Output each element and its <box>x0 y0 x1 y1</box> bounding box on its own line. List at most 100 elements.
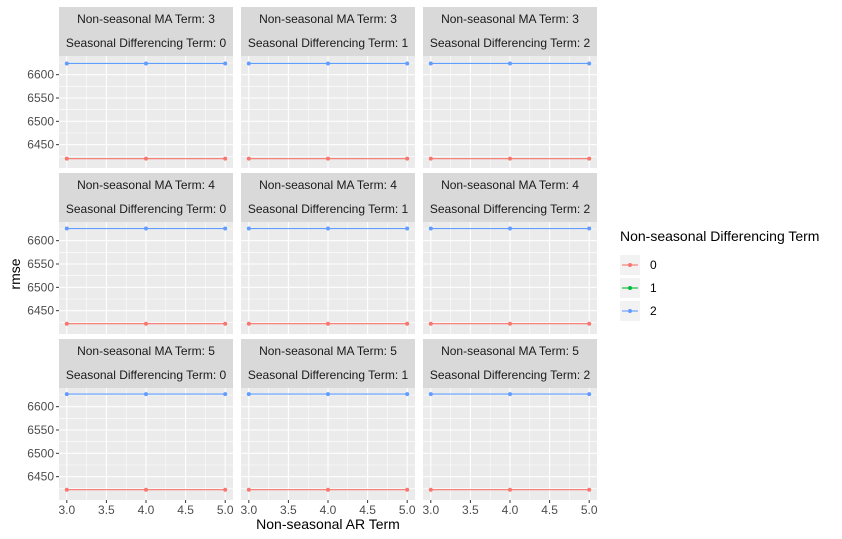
facet-col-label: Seasonal Differencing Term: 1 <box>248 368 409 382</box>
x-tick-label: 3.5 <box>462 503 479 517</box>
data-point-0 <box>326 321 330 326</box>
legend: Non-seasonal Differencing Term 0 1 2 <box>620 228 819 321</box>
legend-label: 2 <box>650 304 657 318</box>
y-tick-label: 6500 <box>27 446 54 460</box>
data-point-2 <box>508 226 512 231</box>
facet-col-label: Seasonal Differencing Term: 0 <box>66 368 227 382</box>
facet-strip <box>423 339 597 388</box>
facet-row-label: Non-seasonal MA Term: 4 <box>77 178 215 192</box>
data-point-2 <box>405 61 410 66</box>
data-point-0 <box>405 487 410 492</box>
data-point-0 <box>508 487 512 492</box>
facet-col-label: Seasonal Differencing Term: 2 <box>430 202 591 216</box>
facet-col-label: Seasonal Differencing Term: 1 <box>248 202 409 216</box>
data-point-2 <box>246 226 251 231</box>
data-point-2 <box>405 392 410 397</box>
data-point-0 <box>64 321 69 326</box>
data-point-2 <box>428 61 433 66</box>
x-tick-label: 5.0 <box>217 503 234 517</box>
data-point-2 <box>246 392 251 397</box>
data-point-0 <box>326 487 330 492</box>
y-tick-label: 6550 <box>27 91 54 105</box>
data-point-2 <box>223 61 228 66</box>
data-point-0 <box>587 156 592 161</box>
data-point-0 <box>64 487 69 492</box>
y-axes: 6450 6500 6550 6600 6450 6500 6550 6600 6450 6500… <box>27 68 59 484</box>
y-tick-label: 6600 <box>27 68 54 82</box>
data-point-0 <box>223 156 228 161</box>
y-tick-label: 6550 <box>27 257 54 271</box>
x-tick-label: 4.0 <box>138 503 155 517</box>
y-tick-label: 6600 <box>27 400 54 414</box>
data-point-0 <box>428 487 433 492</box>
facet-panel: Non-seasonal MA Term: 5 Seasonal Differen… <box>241 339 415 500</box>
data-point-2 <box>326 226 330 231</box>
legend-key-point <box>628 263 632 267</box>
facet-col-label: Seasonal Differencing Term: 0 <box>66 202 227 216</box>
x-tick-label: 5.0 <box>399 503 416 517</box>
data-point-2 <box>405 226 410 231</box>
y-tick-label: 6450 <box>27 470 54 484</box>
x-tick-label: 3.0 <box>58 503 75 517</box>
x-tick-label: 3.0 <box>240 503 257 517</box>
data-point-0 <box>508 156 512 161</box>
facet-col-label: Seasonal Differencing Term: 1 <box>248 36 409 50</box>
x-tick-label: 4.5 <box>359 503 376 517</box>
x-axis: 3.0 3.5 4.0 4.5 5.0 3.0 3.5 4.0 4.5 5.0 3.0 3.5 4.0 4… <box>58 500 598 517</box>
data-point-2 <box>587 226 592 231</box>
x-tick-label: 3.5 <box>280 503 297 517</box>
y-tick-label: 6600 <box>27 234 54 248</box>
facet-col-label: Seasonal Differencing Term: 2 <box>430 368 591 382</box>
data-point-2 <box>587 61 592 66</box>
facet-strip <box>241 339 415 388</box>
data-point-2 <box>144 226 148 231</box>
data-point-0 <box>326 156 330 161</box>
data-point-2 <box>508 392 512 397</box>
facet-row-label: Non-seasonal MA Term: 3 <box>441 12 579 26</box>
data-point-0 <box>587 487 592 492</box>
facet-panel: Non-seasonal MA Term: 5 Seasonal Differen… <box>423 339 597 500</box>
data-point-0 <box>246 487 251 492</box>
x-axis-label: Non-seasonal AR Term <box>256 516 400 532</box>
y-tick-label: 6450 <box>27 304 54 318</box>
facet-row-label: Non-seasonal MA Term: 3 <box>77 12 215 26</box>
data-point-2 <box>326 392 330 397</box>
facet-strip <box>59 339 233 388</box>
data-point-2 <box>144 392 148 397</box>
legend-entry: 1 <box>620 278 657 298</box>
data-point-0 <box>587 321 592 326</box>
facet-panel: Non-seasonal MA Term: 4 Seasonal Differen… <box>241 173 415 334</box>
facet-strip <box>241 173 415 222</box>
data-point-2 <box>428 392 433 397</box>
data-point-2 <box>428 226 433 231</box>
legend-entry: 0 <box>620 255 657 275</box>
x-tick-label: 4.5 <box>541 503 558 517</box>
facet-row-label: Non-seasonal MA Term: 5 <box>441 344 579 358</box>
data-point-0 <box>428 321 433 326</box>
facet-strip <box>423 7 597 56</box>
legend-entry: 2 <box>620 301 657 321</box>
facet-row-label: Non-seasonal MA Term: 4 <box>441 178 579 192</box>
facet-strip <box>59 7 233 56</box>
facet-panel: Non-seasonal MA Term: 3 Seasonal Differen… <box>241 7 415 168</box>
x-tick-label: 4.5 <box>177 503 194 517</box>
data-point-0 <box>223 321 228 326</box>
data-point-0 <box>64 156 69 161</box>
facet-panel: Non-seasonal MA Term: 5 Seasonal Differen… <box>59 339 233 500</box>
facet-strip <box>423 173 597 222</box>
data-point-0 <box>144 487 148 492</box>
data-point-2 <box>64 226 69 231</box>
data-point-0 <box>144 156 148 161</box>
data-point-0 <box>405 321 410 326</box>
x-tick-label: 4.0 <box>502 503 519 517</box>
y-tick-label: 6500 <box>27 280 54 294</box>
data-point-0 <box>246 156 251 161</box>
data-point-2 <box>223 392 228 397</box>
legend-label: 0 <box>650 258 657 272</box>
data-point-2 <box>64 392 69 397</box>
legend-key-point <box>628 286 632 290</box>
facet-row-label: Non-seasonal MA Term: 5 <box>259 344 397 358</box>
data-point-0 <box>428 156 433 161</box>
facet-panels: Non-seasonal MA Term: 3 Seasonal Differen… <box>59 7 597 500</box>
y-axis-label: rmse <box>7 258 23 289</box>
